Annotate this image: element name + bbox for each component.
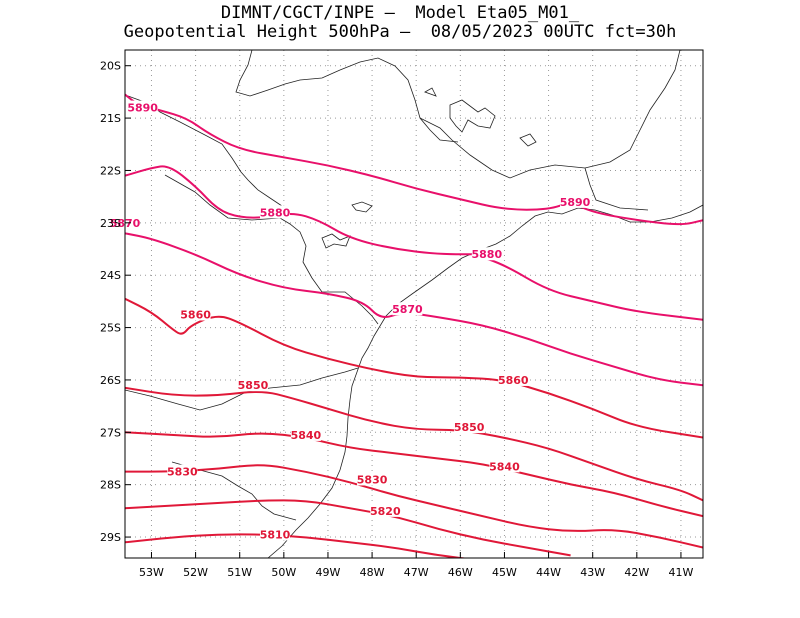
lat-tick-label: 27S (100, 426, 121, 439)
lon-tick-label: 44W (536, 566, 561, 579)
contour-label-5880: 5880 (471, 248, 502, 261)
contour-line-5830 (125, 464, 703, 549)
contour-label-background (290, 427, 321, 441)
lon-tick-label: 41W (669, 566, 694, 579)
lat-tick-label: 25S (100, 322, 121, 335)
lon-tick-label: 50W (271, 566, 296, 579)
lon-tick-label: 48W (360, 566, 385, 579)
lon-tick-label: 52W (183, 566, 208, 579)
state-border (235, 50, 459, 143)
contour-label-5890: 5890 (127, 102, 158, 115)
contour-line-5840 (125, 431, 703, 518)
contour-label-5880: 5880 (260, 206, 291, 219)
lat-tick-label: 23S (100, 217, 121, 230)
state-border (171, 461, 297, 521)
lon-tick-label: 43W (580, 566, 605, 579)
contour-label-background (357, 472, 388, 486)
contour-label-background (471, 247, 502, 261)
contour-label-5870: 5870 (392, 303, 423, 316)
contour-label-5860: 5860 (498, 374, 529, 387)
lat-tick-label: 20S (100, 60, 121, 73)
contour-line-5820 (125, 499, 571, 557)
lat-tick-label: 28S (100, 479, 121, 492)
reservoir (424, 87, 437, 97)
contour-label-5890: 5890 (560, 196, 591, 209)
contour-label-background (392, 302, 423, 316)
contour-lines (125, 93, 703, 558)
contour-labels: 5890589058805880587058705860586058505850… (110, 100, 591, 541)
lat-tick-label: 26S (100, 374, 121, 387)
lon-tick-label: 45W (492, 566, 517, 579)
lon-tick-label: 46W (448, 566, 473, 579)
contour-label-background (127, 100, 158, 114)
contour-label-background (489, 459, 520, 473)
title-line-1: DIMNT/CGCT/INPE – Model Eta05_M01_ (220, 3, 580, 23)
contour-label-background (237, 378, 268, 392)
coastline (267, 204, 703, 558)
state-border (584, 167, 649, 211)
contour-label-5830: 5830 (357, 473, 388, 486)
contour-label-background (260, 205, 291, 219)
reservoir (321, 233, 351, 249)
lat-tick-label: 21S (100, 112, 121, 125)
contour-label-5820: 5820 (370, 505, 401, 518)
contour-label-background (370, 503, 401, 517)
reservoir (351, 201, 373, 213)
contour-label-5840: 5840 (489, 460, 520, 473)
contour-label-5830: 5830 (167, 466, 198, 479)
reservoir (519, 133, 537, 147)
lat-tick-label: 29S (100, 531, 121, 544)
lon-tick-label: 53W (139, 566, 164, 579)
contour-line-5860 (125, 297, 703, 439)
contour-label-5850: 5850 (238, 379, 269, 392)
lat-tick-label: 24S (100, 269, 121, 282)
contour-label-background (180, 307, 211, 321)
contour-line-5890 (125, 165, 474, 256)
lon-tick-label: 51W (227, 566, 252, 579)
lat-tick-label: 22S (100, 164, 121, 177)
contour-label-5840: 5840 (291, 429, 322, 442)
contour-line-5880 (473, 253, 703, 321)
reservoir (449, 99, 496, 133)
contour-label-5860: 5860 (180, 308, 211, 321)
contour-label-background (454, 420, 485, 434)
contour-label-background (560, 194, 591, 208)
contour-label-background (498, 372, 529, 386)
contour-label-background (167, 464, 198, 478)
contour-line-5890 (125, 93, 703, 226)
contour-label-background (260, 527, 291, 541)
title-line-2: Geopotential Height 500hPa – 08/05/2023 … (123, 22, 677, 42)
state-border (419, 50, 681, 179)
contour-label-5850: 5850 (454, 421, 485, 434)
contour-line-5850 (125, 386, 703, 502)
lon-tick-label: 49W (316, 566, 341, 579)
map-frame (124, 49, 704, 559)
contour-label-5810: 5810 (260, 528, 291, 541)
state-border (164, 174, 379, 325)
contour-line-5870 (125, 232, 703, 387)
lon-tick-label: 47W (404, 566, 429, 579)
contour-line-5810 (125, 533, 469, 558)
axis-ticks: 20S 21S 22S 23S 24S 25S 26S 27S 28S 29S 53W 52W 51W 5… (100, 60, 693, 579)
lon-tick-label: 42W (624, 566, 649, 579)
map-title: DIMNT/CGCT/INPE – Model Eta05_M01_ Geopo… (0, 4, 800, 42)
